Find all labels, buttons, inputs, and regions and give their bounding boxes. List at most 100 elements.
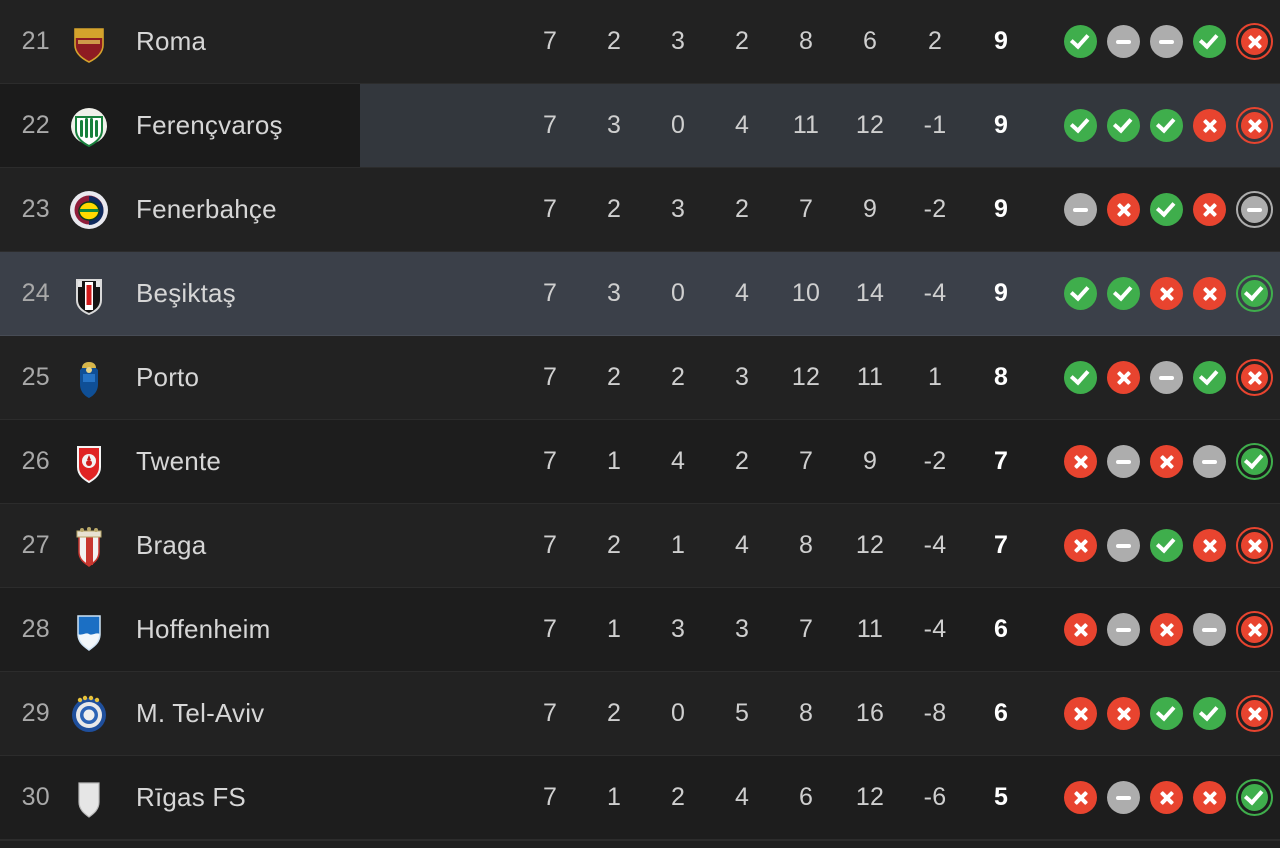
stat-d: 0	[670, 111, 686, 139]
stat-mp: 7	[542, 363, 558, 391]
row-rank: 25	[21, 363, 50, 391]
form-win-icon[interactable]	[1150, 193, 1183, 226]
form-draw-icon[interactable]	[1107, 613, 1140, 646]
form-loss-icon[interactable]	[1236, 611, 1273, 648]
team-name[interactable]: Hoffenheim	[136, 614, 271, 644]
form-loss-icon[interactable]	[1150, 613, 1183, 646]
stat-pts: 9	[993, 111, 1009, 139]
team-name[interactable]: Braga	[136, 530, 207, 560]
stat-gd: -2	[923, 195, 947, 223]
stat-w: 3	[606, 111, 622, 139]
ferencvaros-crest	[64, 101, 114, 151]
form-win-icon[interactable]	[1236, 779, 1273, 816]
form-guide	[1064, 107, 1273, 144]
stat-gd: 1	[927, 363, 943, 391]
stat-gf: 7	[798, 615, 814, 643]
stat-pts: 9	[993, 279, 1009, 307]
row-stats: 7 3 0 4 10 14 -4 9	[518, 279, 1034, 308]
form-win-icon[interactable]	[1064, 25, 1097, 58]
form-win-icon[interactable]	[1193, 25, 1226, 58]
form-loss-icon[interactable]	[1193, 109, 1226, 142]
form-win-icon[interactable]	[1107, 277, 1140, 310]
form-loss-icon[interactable]	[1064, 445, 1097, 478]
form-draw-icon[interactable]	[1236, 191, 1273, 228]
form-loss-icon[interactable]	[1193, 529, 1226, 562]
stat-gf: 8	[798, 531, 814, 559]
table-row[interactable]: 21 Roma 7 2 3 2 8 6 2 9	[0, 0, 1280, 84]
table-row[interactable]: 25 Porto 7 2 2 3 12 11 1 8	[0, 336, 1280, 420]
form-guide	[1064, 191, 1273, 228]
form-loss-icon[interactable]	[1150, 277, 1183, 310]
form-loss-icon[interactable]	[1193, 781, 1226, 814]
table-row[interactable]: 29 M. Tel-Aviv 7 2 0 5 8 16 -8 6	[0, 672, 1280, 756]
table-row[interactable]: 30 Rīgas FS 7 1 2 4 6 12 -6 5	[0, 756, 1280, 840]
form-win-icon[interactable]	[1193, 697, 1226, 730]
form-win-icon[interactable]	[1064, 109, 1097, 142]
form-guide	[1064, 611, 1273, 648]
stat-ga: 12	[855, 531, 885, 559]
form-loss-icon[interactable]	[1236, 107, 1273, 144]
form-draw-icon[interactable]	[1064, 193, 1097, 226]
form-loss-icon[interactable]	[1193, 277, 1226, 310]
row-rank: 29	[21, 699, 50, 727]
form-loss-icon[interactable]	[1236, 23, 1273, 60]
team-name[interactable]: Beşiktaş	[136, 278, 236, 308]
form-loss-icon[interactable]	[1150, 445, 1183, 478]
form-draw-icon[interactable]	[1107, 445, 1140, 478]
form-win-icon[interactable]	[1150, 109, 1183, 142]
form-win-icon[interactable]	[1064, 277, 1097, 310]
form-draw-icon[interactable]	[1150, 361, 1183, 394]
form-draw-icon[interactable]	[1150, 25, 1183, 58]
row-rank: 30	[21, 783, 50, 811]
stat-w: 3	[606, 279, 622, 307]
form-win-icon[interactable]	[1236, 275, 1273, 312]
form-draw-icon[interactable]	[1107, 529, 1140, 562]
form-loss-icon[interactable]	[1236, 695, 1273, 732]
form-draw-icon[interactable]	[1107, 781, 1140, 814]
form-draw-icon[interactable]	[1193, 445, 1226, 478]
form-loss-icon[interactable]	[1193, 193, 1226, 226]
stat-w: 1	[606, 447, 622, 475]
form-win-icon[interactable]	[1064, 361, 1097, 394]
form-win-icon[interactable]	[1150, 697, 1183, 730]
form-loss-icon[interactable]	[1236, 359, 1273, 396]
form-guide	[1064, 695, 1273, 732]
form-loss-icon[interactable]	[1064, 697, 1097, 730]
stat-gf: 8	[798, 699, 814, 727]
stat-d: 3	[670, 195, 686, 223]
form-loss-icon[interactable]	[1150, 781, 1183, 814]
form-win-icon[interactable]	[1107, 109, 1140, 142]
form-draw-icon[interactable]	[1193, 613, 1226, 646]
form-loss-icon[interactable]	[1107, 193, 1140, 226]
team-name[interactable]: Porto	[136, 362, 200, 392]
form-loss-icon[interactable]	[1064, 529, 1097, 562]
team-name[interactable]: Roma	[136, 26, 207, 56]
form-loss-icon[interactable]	[1064, 613, 1097, 646]
table-row[interactable]: 22 Ferençvaroş 7 3 0 4 11 12 -1 9	[0, 84, 1280, 168]
row-rank: 24	[21, 279, 50, 307]
table-row[interactable]: 23 Fenerbahçe 7 2 3 2 7 9 -2 9	[0, 168, 1280, 252]
team-name[interactable]: Rīgas FS	[136, 782, 246, 812]
form-loss-icon[interactable]	[1107, 361, 1140, 394]
row-stats: 7 2 3 2 7 9 -2 9	[518, 195, 1034, 224]
table-row[interactable]: 26 Twente 7 1 4 2 7 9 -2 7	[0, 420, 1280, 504]
row-rank: 22	[21, 111, 50, 139]
team-name[interactable]: Ferençvaroş	[136, 110, 283, 140]
team-name[interactable]: Twente	[136, 446, 222, 476]
form-draw-icon[interactable]	[1107, 25, 1140, 58]
team-name[interactable]: Fenerbahçe	[136, 194, 277, 224]
form-loss-icon[interactable]	[1064, 781, 1097, 814]
stat-l: 2	[734, 195, 750, 223]
form-win-icon[interactable]	[1150, 529, 1183, 562]
stat-gd: -6	[923, 783, 947, 811]
table-row[interactable]: 24 Beşiktaş 7 3 0 4 10 14 -4 9	[0, 252, 1280, 336]
form-loss-icon[interactable]	[1236, 527, 1273, 564]
table-row[interactable]: 28 Hoffenheim 7 1 3 3 7 11 -4 6	[0, 588, 1280, 672]
table-row[interactable]: 27 Braga 7 2 1 4 8 12 -4 7	[0, 504, 1280, 588]
form-win-icon[interactable]	[1193, 361, 1226, 394]
team-name[interactable]: M. Tel-Aviv	[136, 698, 265, 728]
row-stats: 7 1 3 3 7 11 -4 6	[518, 615, 1034, 644]
form-loss-icon[interactable]	[1107, 697, 1140, 730]
form-win-icon[interactable]	[1236, 443, 1273, 480]
